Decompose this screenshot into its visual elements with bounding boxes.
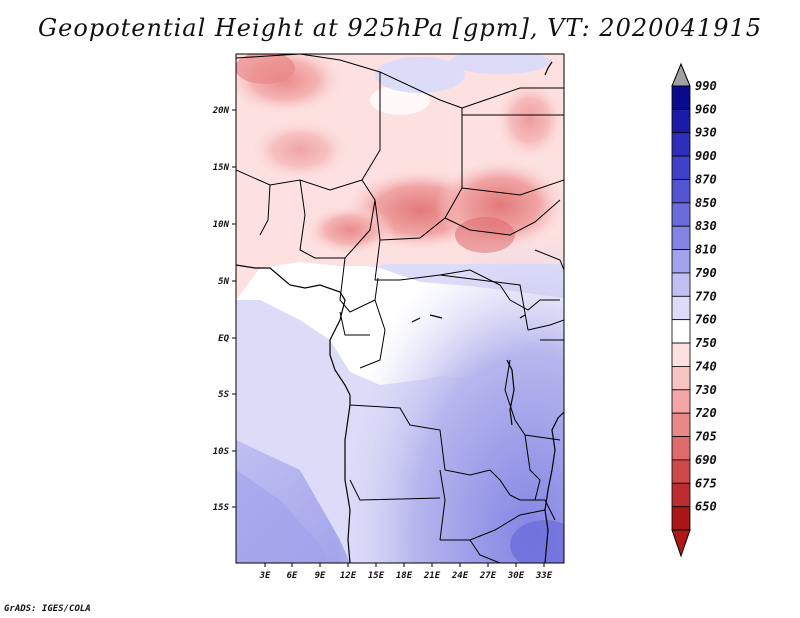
colorbar-level-label: 930 [695, 126, 717, 140]
colorbar-cell [671, 482, 691, 508]
colorbar-level-label: 750 [695, 336, 717, 350]
colorbar-bottom-arrow [671, 529, 691, 558]
colorbar-level-label: 650 [695, 500, 717, 514]
colorbar-cell [671, 342, 691, 367]
colorbar-cell [671, 295, 691, 321]
lat-tick-label: 20N [212, 106, 230, 116]
colorbar-cell [671, 459, 691, 484]
country-boundaries [236, 54, 564, 563]
colorbar-level-label: 850 [695, 196, 717, 210]
colorbar-cell [671, 389, 691, 414]
lat-tick-label: 10S [213, 447, 230, 457]
colorbar-level-label: 675 [695, 476, 717, 490]
colorbar-level-label: 690 [695, 453, 717, 467]
lon-tick-label: 9E [315, 571, 326, 581]
lon-tick-label: 33E [535, 571, 553, 581]
lon-tick-label: 24E [451, 571, 469, 581]
colorbar-level-label: 960 [695, 102, 717, 116]
colorbar-level-label: 990 [695, 79, 717, 93]
colorbar-cell [671, 85, 691, 110]
colorbar-cells [671, 85, 691, 531]
lon-tick-label: 30E [507, 571, 525, 581]
colorbar-cell [671, 319, 691, 344]
lon-tick-label: 15E [368, 571, 385, 581]
lat-tick-label: 15N [213, 163, 230, 173]
lon-tick-label: 18E [396, 571, 413, 581]
colorbar-level-label: 720 [695, 406, 717, 420]
lon-tick-label: 3E [259, 571, 271, 581]
colorbar-cell [671, 506, 691, 531]
colorbar-level-label: 705 [695, 430, 717, 444]
lon-axis: 3E 6E 9E 12E 15E 18E 21E 24E 27E 30E 33E [259, 563, 553, 581]
colorbar-level-label: 770 [695, 289, 717, 303]
colorbar-cell [671, 155, 691, 180]
lat-tick-label: 10N [213, 220, 230, 230]
colorbar-cell [671, 132, 691, 157]
lat-tick-label: 15S [213, 503, 230, 513]
colorbar-cell [671, 436, 691, 461]
plot-frame [235, 53, 565, 564]
height-field [236, 54, 564, 563]
colorbar-top-arrow [671, 62, 691, 87]
lon-tick-label: 27E [479, 571, 497, 581]
grads-credit: GrADS: IGES/COLA [4, 604, 91, 614]
lon-tick-label: 12E [340, 571, 357, 581]
colorbar-level-label: 870 [695, 172, 717, 186]
lat-tick-label: 5N [218, 277, 229, 287]
colorbar-level-label: 730 [695, 383, 717, 397]
colorbar-level-label: 810 [695, 243, 717, 257]
colorbar-cell [671, 272, 691, 297]
colorbar: 990 960 930 900 870 850 830 810 790 770 760 750 740 7… [671, 62, 717, 558]
colorbar-cell [671, 249, 691, 274]
colorbar-level-label: 830 [695, 219, 717, 233]
coastline [236, 61, 564, 563]
colorbar-level-label: 900 [695, 149, 717, 163]
colorbar-cell [671, 179, 691, 204]
colorbar-cell [671, 366, 691, 391]
colorbar-labels: 990 960 930 900 870 850 830 810 790 770 760 750 740 7… [695, 79, 717, 514]
lat-tick-label: 5S [218, 390, 229, 400]
lon-tick-label: 6E [287, 571, 298, 581]
colorbar-cell [671, 412, 691, 437]
lon-tick-label: 21E [423, 571, 441, 581]
lat-tick-label: EQ [218, 334, 229, 344]
colorbar-level-label: 760 [695, 313, 717, 327]
colorbar-cell [671, 202, 691, 227]
colorbar-cell [671, 225, 691, 250]
lat-axis: 20N 15N 10N 5N EQ 5S 10S 15S [212, 106, 236, 513]
colorbar-level-label: 740 [695, 359, 717, 373]
map-title: Geopotential Height at 925hPa [gpm], VT:… [38, 14, 762, 42]
colorbar-cell [671, 108, 691, 134]
colorbar-level-label: 790 [695, 266, 717, 280]
